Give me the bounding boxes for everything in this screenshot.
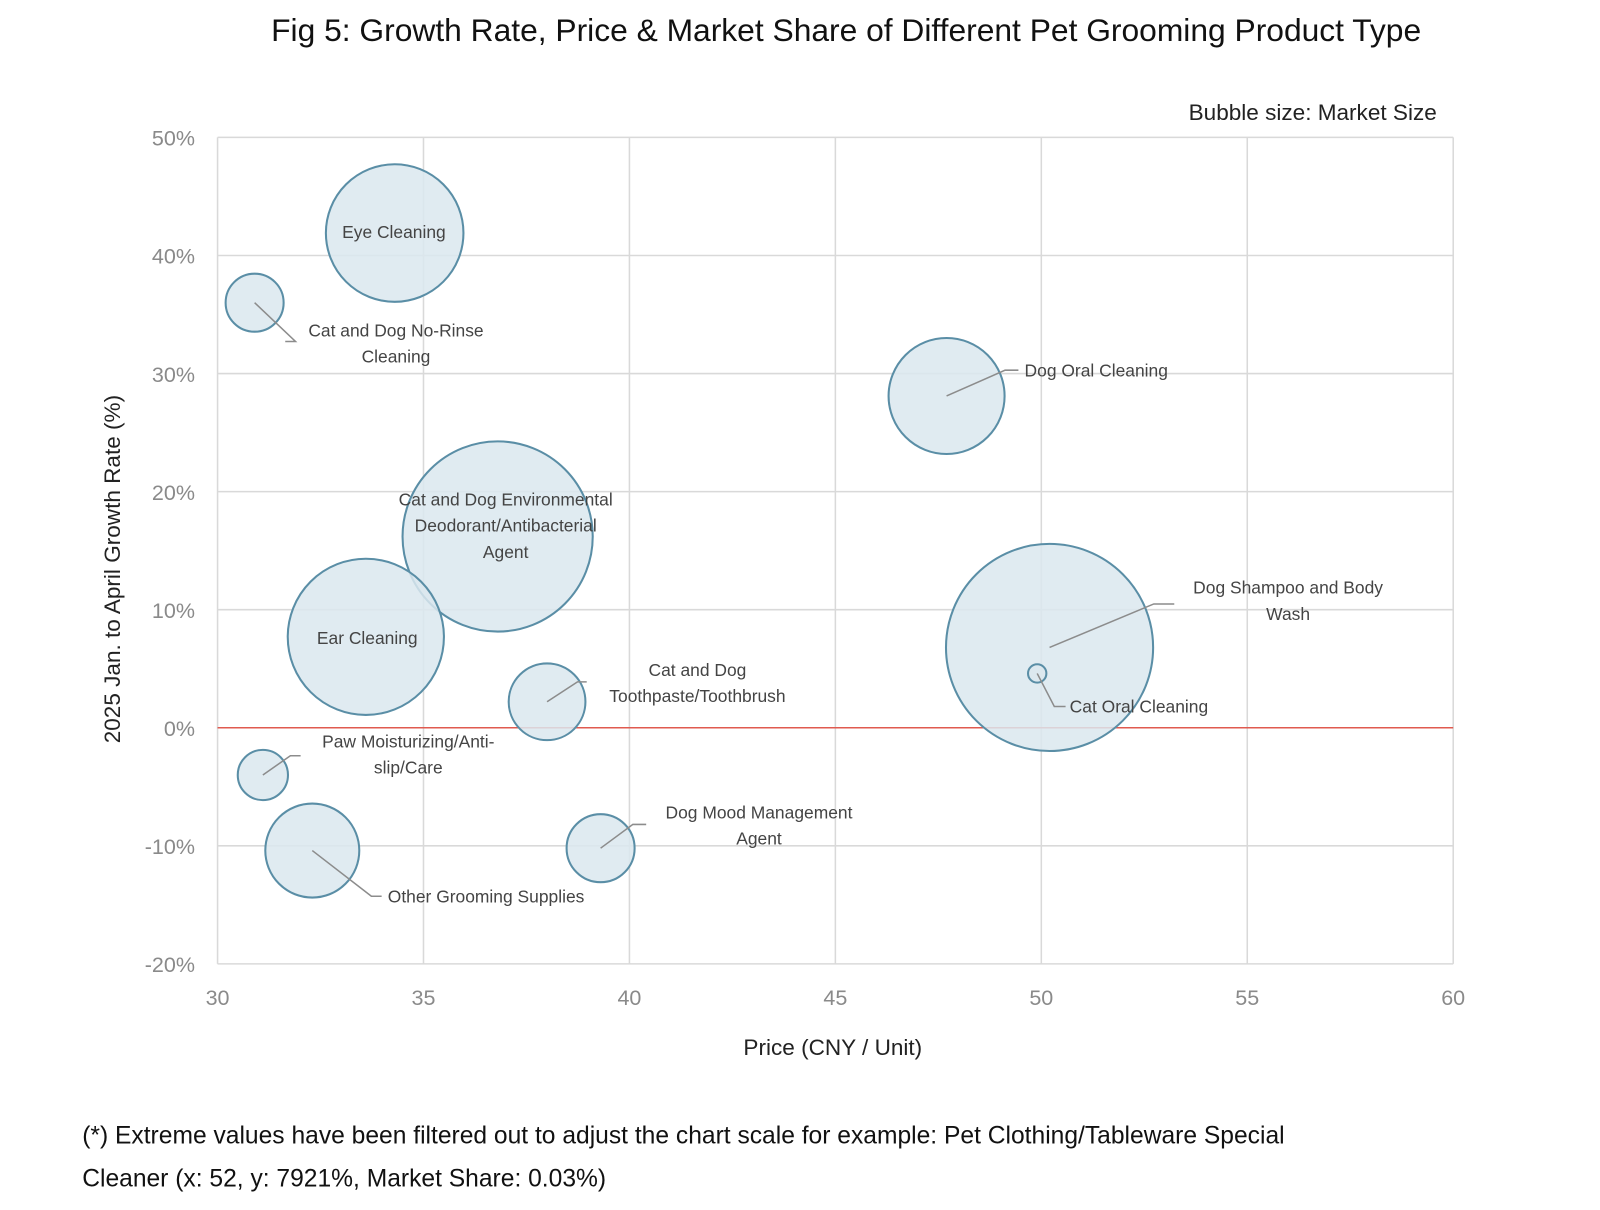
x-tick-label: 60: [1441, 986, 1465, 1010]
bubbles: [224, 163, 1155, 899]
leader-line: [254, 302, 298, 343]
bubble-label: Deodorant/Antibacterial: [415, 516, 597, 536]
x-axis-label: Price (CNY / Unit): [743, 1035, 922, 1060]
bubble-label: Cat and Dog No-Rinse: [308, 320, 483, 340]
bubble-label: Dog Shampoo and Body: [1193, 578, 1383, 598]
y-tick-label: 50%: [152, 127, 195, 151]
leader-line: [946, 369, 1019, 397]
leader-line: [1049, 603, 1175, 649]
chart-title: Fig 5: Growth Rate, Price & Market Share…: [271, 12, 1421, 48]
bubble-label: Cat and Dog: [649, 660, 747, 680]
leader-line: [262, 754, 301, 776]
bubble-label: Ear Cleaning: [317, 628, 418, 648]
bubble-labels: Eye Cleaning Cat and Dog No-Rinse Cleaning…: [254, 222, 1383, 906]
x-tick-label: 50: [1029, 986, 1053, 1010]
x-tick-label: 35: [412, 986, 436, 1010]
y-axis-label: 2025 Jan. to April Growth Rate (%): [100, 395, 125, 743]
y-tick-label: 40%: [152, 245, 195, 269]
bubble-label: Agent: [736, 828, 782, 848]
bubble-label: slip/Care: [374, 758, 443, 778]
bubble-label: Dog Mood Management: [666, 802, 853, 822]
y-tick-label: 30%: [152, 363, 195, 387]
footnote-line-2: Cleaner (x: 52, y: 7921%, Market Share: …: [82, 1165, 606, 1192]
bubble: [507, 662, 587, 742]
leader-line: [1036, 673, 1066, 708]
y-tick-label: 20%: [152, 481, 195, 505]
bubble: [401, 440, 594, 633]
x-tick-label: 30: [206, 986, 230, 1010]
axis-ticks: 30 35 40 45 50 55 60 50% 40% 30% 20% 10% 0% -10% -20%: [145, 127, 1465, 1010]
leader-line: [600, 823, 647, 849]
bubble-label: Cat and Dog Environmental: [399, 490, 613, 510]
bubble-label: Toothpaste/Toothbrush: [609, 686, 785, 706]
y-tick-label: -10%: [145, 835, 195, 859]
footnote-line-1: (*) Extreme values have been filtered ou…: [82, 1122, 1284, 1149]
y-tick-label: 0%: [164, 717, 195, 741]
bubble-label: Eye Cleaning: [342, 222, 446, 242]
bubble: [286, 557, 445, 716]
bubble-label: Other Grooming Supplies: [388, 886, 585, 906]
x-tick-label: 40: [617, 986, 641, 1010]
bubble-label: Cleaning: [362, 346, 431, 366]
bubble: [1027, 663, 1048, 684]
bubble: [324, 163, 465, 303]
bubble-label: Wash: [1266, 604, 1310, 624]
bubble-label: Paw Moisturizing/Anti-: [322, 732, 495, 752]
bubble-label: Cat Oral Cleaning: [1070, 697, 1208, 717]
leader-line: [546, 681, 587, 703]
x-tick-label: 45: [823, 986, 847, 1010]
y-tick-label: 10%: [152, 599, 195, 623]
y-tick-label: -20%: [145, 953, 195, 977]
bubble-label: Dog Oral Cleaning: [1025, 360, 1168, 380]
x-tick-label: 55: [1235, 986, 1259, 1010]
bubble-label: Agent: [483, 542, 529, 562]
bubble: [887, 336, 1006, 456]
leader-line: [311, 849, 382, 897]
bubble-size-note: Bubble size: Market Size: [1189, 100, 1437, 125]
